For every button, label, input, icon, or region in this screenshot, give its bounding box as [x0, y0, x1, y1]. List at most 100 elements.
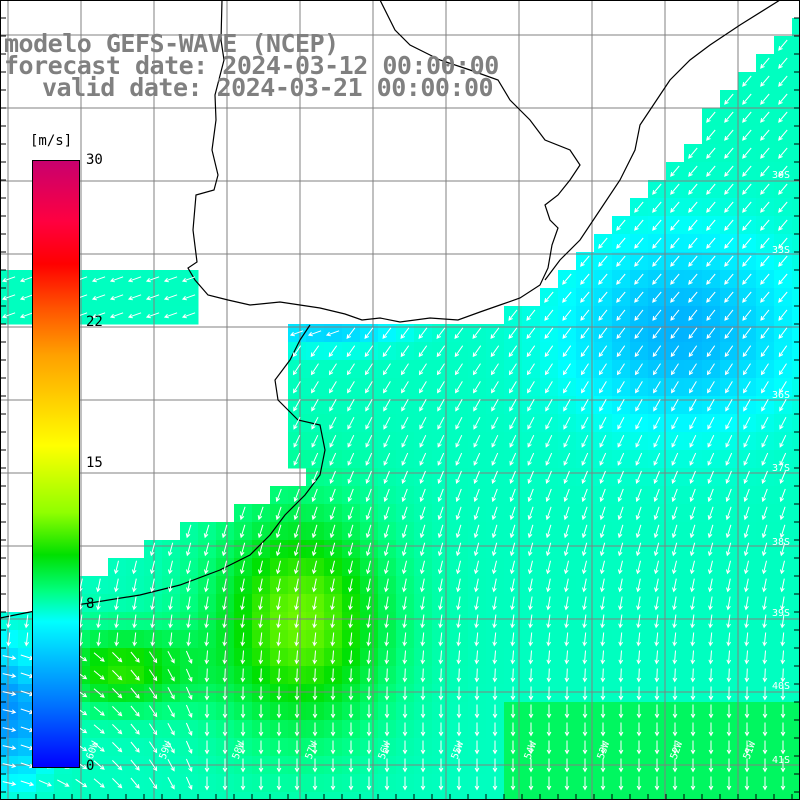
wind-vector-arrow [456, 740, 462, 755]
wind-vector-arrow [528, 758, 534, 773]
wind-speed-cell [792, 450, 800, 469]
wind-vector-arrow [150, 614, 155, 629]
wind-vector-arrow [726, 686, 732, 701]
latitude-label: 37S [772, 463, 791, 474]
wind-vector-arrow [528, 614, 533, 629]
wind-vector-arrow [580, 363, 589, 376]
wind-vector-arrow [276, 614, 281, 629]
wind-speed-cell [180, 792, 199, 800]
wind-vector-arrow [672, 686, 678, 701]
wind-speed-field [0, 18, 800, 800]
wind-speed-cell [234, 792, 253, 800]
wind-vector-arrow [762, 614, 767, 629]
wind-vector-arrow [384, 614, 389, 629]
wind-vector-arrow [616, 327, 626, 340]
wind-vector-arrow [93, 688, 105, 698]
wind-vector-arrow [330, 722, 336, 737]
wind-vector-arrow [599, 560, 605, 575]
wind-vector-arrow [761, 488, 768, 503]
wind-vector-arrow [437, 470, 444, 484]
wind-vector-arrow [653, 560, 659, 575]
wind-vector-arrow [436, 363, 445, 376]
wind-vector-arrow [706, 345, 716, 358]
wind-vector-arrow [563, 506, 570, 521]
wind-vector-arrow [708, 758, 714, 773]
wind-vector-arrow [618, 686, 624, 701]
wind-vector-arrow [564, 632, 570, 647]
wind-vector-arrow [528, 650, 534, 665]
wind-vector-arrow [420, 758, 426, 773]
wind-vector-arrow [181, 276, 196, 283]
wind-speed-cell [792, 144, 800, 163]
wind-vector-arrow [636, 776, 642, 791]
wind-vector-arrow [654, 740, 660, 755]
wind-speed-cell [432, 792, 451, 800]
wind-vector-arrow [384, 686, 390, 701]
wind-vector-arrow [527, 434, 535, 448]
wind-vector-arrow [634, 237, 644, 249]
wind-vector-arrow [20, 780, 35, 787]
wind-vector-arrow [708, 704, 714, 719]
wind-vector-arrow [437, 524, 444, 539]
wind-vector-arrow [600, 596, 605, 611]
wind-vector-arrow [636, 704, 642, 719]
wind-vector-arrow [670, 345, 680, 358]
wind-vector-arrow [545, 560, 551, 575]
wind-vector-arrow [724, 291, 734, 303]
wind-vector-arrow [780, 704, 786, 719]
wind-vector-arrow [240, 614, 245, 629]
wind-vector-arrow [491, 560, 497, 575]
wind-vector-arrow [24, 614, 29, 629]
wind-vector-arrow [365, 470, 372, 484]
wind-vector-arrow [437, 488, 444, 503]
wind-vector-arrow [1, 312, 16, 319]
wind-vector-arrow [726, 722, 732, 737]
wind-vector-arrow [456, 722, 462, 737]
wind-speed-cell [792, 630, 800, 649]
wind-speed-cell [468, 792, 487, 800]
wind-vector-arrow [402, 776, 408, 791]
wind-vector-arrow [275, 560, 281, 575]
wind-vector-arrow [2, 727, 17, 732]
wind-vector-arrow [384, 704, 390, 719]
wind-vector-arrow [564, 578, 569, 593]
wind-speed-cell [792, 612, 800, 631]
wind-vector-arrow [401, 452, 409, 466]
wind-vector-arrow [185, 722, 193, 736]
wind-vector-arrow [743, 434, 751, 448]
wind-vector-arrow [221, 542, 228, 557]
wind-vector-arrow [724, 183, 734, 195]
wind-vector-arrow [311, 399, 319, 412]
wind-speed-cell [270, 792, 289, 800]
wind-vector-arrow [744, 776, 750, 791]
wind-vector-arrow [366, 650, 372, 665]
wind-speed-cell [576, 792, 595, 800]
wind-vector-arrow [652, 219, 662, 231]
wind-vector-arrow [130, 741, 140, 753]
wind-vector-arrow [725, 506, 732, 521]
wind-vector-arrow [546, 668, 552, 683]
wind-vector-arrow [636, 740, 642, 755]
wind-vector-arrow [185, 668, 193, 682]
wind-vector-arrow [419, 524, 426, 539]
wind-vector-arrow [598, 327, 608, 340]
wind-vector-arrow [688, 309, 698, 321]
wind-speed-cell [792, 648, 800, 667]
wind-vector-arrow [744, 632, 750, 647]
wind-speed-cell [792, 252, 800, 271]
wind-vector-arrow [276, 722, 282, 737]
wind-vector-arrow [258, 596, 263, 611]
wind-vector-arrow [130, 759, 140, 771]
wind-vector-arrow [491, 381, 499, 394]
wind-vector-arrow [652, 309, 662, 321]
wind-vector-arrow [599, 524, 606, 539]
wind-vector-arrow [473, 488, 480, 503]
wind-speed-cell [18, 792, 37, 800]
wind-vector-arrow [330, 578, 335, 593]
wind-vector-arrow [562, 291, 572, 303]
wind-vector-arrow [652, 327, 662, 340]
wind-vector-arrow [148, 705, 158, 718]
wind-vector-arrow [599, 434, 607, 448]
wind-vector-arrow [598, 363, 607, 376]
wind-vector-arrow [310, 345, 320, 358]
